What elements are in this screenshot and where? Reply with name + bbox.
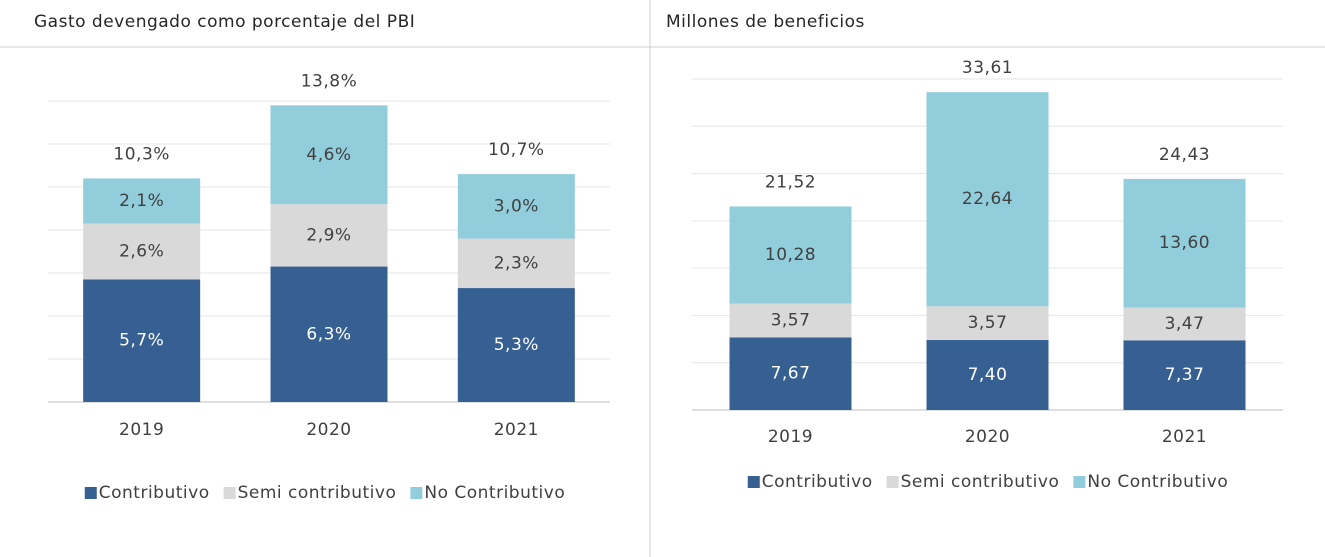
bar-segment	[270, 204, 388, 267]
data-label: 3,57	[771, 311, 811, 331]
total-label: 13,8%	[301, 71, 358, 91]
legend-swatch	[223, 487, 236, 499]
data-label: 4,6%	[306, 145, 351, 165]
data-label: 5,7%	[119, 331, 164, 351]
x-tick-label: 2021	[1162, 427, 1207, 447]
bar-segment	[1123, 178, 1246, 308]
legend-label: Contributivo	[762, 472, 873, 492]
bar-segment	[1123, 307, 1246, 341]
bar-segment	[926, 92, 1049, 307]
bar-segment	[926, 340, 1049, 410]
data-label: 3,47	[1165, 314, 1205, 334]
legend-label: Semi contributivo	[238, 483, 397, 503]
data-label: 13,60	[1159, 233, 1210, 253]
legend-swatch	[1073, 476, 1086, 488]
x-tick-label: 2020	[306, 420, 351, 440]
total-label: 10,3%	[113, 144, 170, 164]
chart-title: Millones de beneficios	[666, 12, 865, 32]
data-label: 2,6%	[119, 242, 164, 262]
total-label: 33,61	[962, 58, 1013, 78]
legend-label: Contributivo	[99, 483, 210, 503]
data-label: 2,3%	[494, 253, 539, 273]
data-label: 5,3%	[494, 335, 539, 355]
legend-swatch	[410, 487, 423, 499]
data-label: 2,1%	[119, 191, 164, 211]
x-tick-label: 2019	[768, 427, 813, 447]
bar-segment	[729, 337, 852, 410]
total-label: 21,52	[765, 172, 816, 192]
x-tick-label: 2020	[965, 427, 1010, 447]
bar-segment	[729, 206, 852, 304]
bar-segment	[270, 266, 388, 402]
chart-title: Gasto devengado como porcentaje del PBI	[34, 12, 415, 32]
legend-swatch	[886, 476, 899, 488]
bar-segment	[270, 105, 388, 205]
legend-label: Semi contributivo	[901, 472, 1060, 492]
bar-segment	[457, 288, 575, 402]
data-label: 10,28	[765, 245, 816, 265]
total-label: 24,43	[1159, 145, 1210, 165]
bar-segment	[926, 306, 1049, 341]
total-label: 10,7%	[488, 140, 545, 160]
bar-segment	[729, 303, 852, 338]
legend-label: No Contributivo	[1087, 472, 1228, 492]
bar-segment	[83, 178, 201, 224]
data-label: 3,57	[968, 313, 1008, 333]
legend-label: No Contributivo	[424, 483, 565, 503]
data-label: 3,0%	[494, 196, 539, 216]
data-label: 7,67	[771, 364, 811, 384]
legend-swatch	[84, 487, 97, 499]
bar-segment	[457, 238, 575, 289]
bar-segment	[83, 279, 201, 402]
x-tick-label: 2021	[494, 420, 539, 440]
legend-swatch	[747, 476, 760, 488]
data-label: 6,3%	[306, 324, 351, 344]
bar-segment	[457, 174, 575, 239]
data-label: 7,37	[1165, 365, 1205, 385]
bar-segment	[83, 223, 201, 280]
data-label: 2,9%	[306, 225, 351, 245]
bar-segment	[1123, 340, 1246, 410]
data-label: 7,40	[968, 365, 1008, 385]
x-tick-label: 2019	[119, 420, 164, 440]
data-label: 22,64	[962, 189, 1013, 209]
